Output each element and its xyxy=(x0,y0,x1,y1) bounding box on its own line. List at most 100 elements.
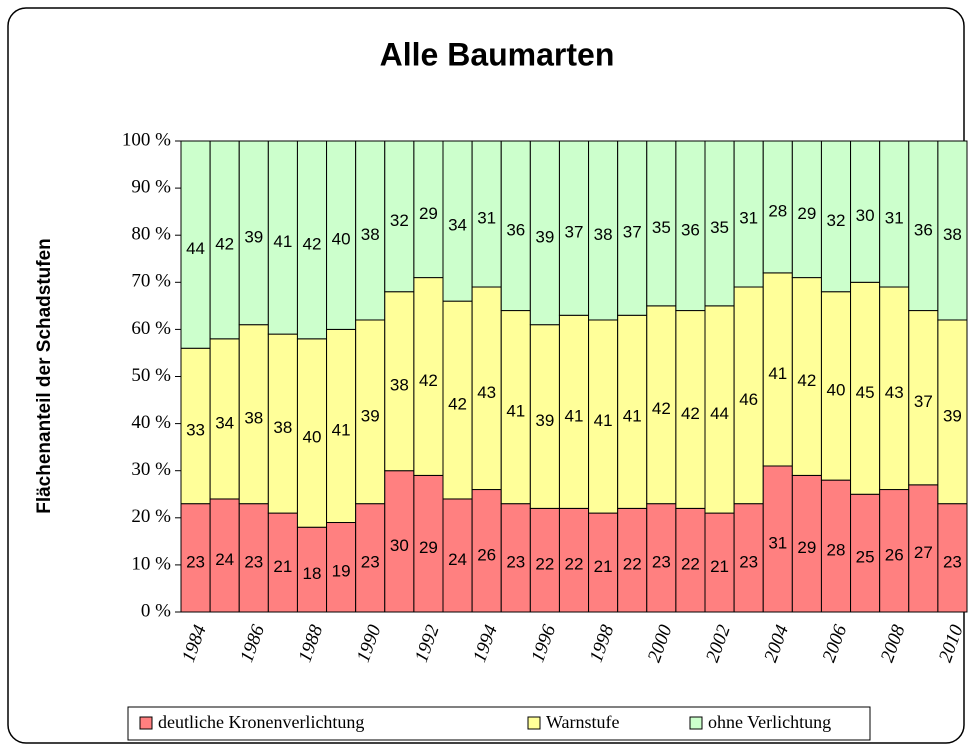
data-label: 41 xyxy=(506,402,525,421)
data-label: 23 xyxy=(244,552,263,571)
data-label: 23 xyxy=(506,552,525,571)
data-label: 38 xyxy=(244,409,263,428)
bar-segment xyxy=(180,347,211,505)
data-label: 41 xyxy=(273,232,292,251)
data-label: 29 xyxy=(797,538,816,557)
data-label: 44 xyxy=(710,404,729,423)
bar-segment xyxy=(820,291,852,481)
data-label: 19 xyxy=(332,562,351,581)
data-label: 41 xyxy=(565,406,584,425)
legend-label: deutliche Kronenverlichtung xyxy=(158,712,364,732)
bar-segment xyxy=(937,140,968,321)
data-label: 22 xyxy=(565,555,584,574)
bar-segment xyxy=(558,314,590,509)
data-label: 37 xyxy=(565,223,584,242)
data-label: 33 xyxy=(186,420,205,439)
data-label: 42 xyxy=(215,234,234,253)
data-label: 26 xyxy=(885,545,904,564)
bar-segment xyxy=(588,140,619,321)
data-label: 41 xyxy=(768,364,787,383)
y-tick-label: 90 % xyxy=(131,176,171,197)
bar-segment xyxy=(879,140,910,288)
bar-segment xyxy=(529,140,560,326)
data-label: 31 xyxy=(885,208,904,227)
data-label: 21 xyxy=(594,557,613,576)
y-tick-label: 20 % xyxy=(131,506,171,527)
bar-segment xyxy=(384,140,415,293)
bar-segment xyxy=(675,310,706,509)
bar-segment xyxy=(529,324,560,509)
bar-segment xyxy=(733,286,764,505)
bar-segment xyxy=(500,503,531,613)
bar-segment xyxy=(675,140,706,312)
data-label: 41 xyxy=(594,411,613,430)
bar-segment xyxy=(646,305,677,505)
bar-segment xyxy=(267,140,298,335)
data-label: 40 xyxy=(332,230,351,249)
bar-segment xyxy=(238,324,269,505)
data-label: 28 xyxy=(827,541,846,560)
bar-segment xyxy=(238,140,269,326)
data-label: 30 xyxy=(390,536,409,555)
data-label: 21 xyxy=(273,557,292,576)
bar-segment xyxy=(267,333,298,514)
bar-segment xyxy=(238,503,269,613)
data-label: 22 xyxy=(535,555,554,574)
data-label: 23 xyxy=(186,552,205,571)
data-label: 28 xyxy=(768,201,787,220)
data-label: 35 xyxy=(710,218,729,237)
legend-box xyxy=(127,706,871,741)
data-label: 37 xyxy=(914,392,933,411)
bar-segment xyxy=(588,319,619,514)
data-label: 32 xyxy=(827,211,846,230)
bar-segment xyxy=(908,484,939,613)
data-label: 38 xyxy=(361,225,380,244)
bar-segment xyxy=(471,489,502,613)
data-label: 31 xyxy=(739,208,758,227)
y-tick-label: 70 % xyxy=(131,271,171,292)
bar-segment xyxy=(646,140,677,307)
data-label: 40 xyxy=(827,380,846,399)
data-label: 34 xyxy=(448,216,467,235)
bar-segment xyxy=(267,512,298,613)
bar-segment xyxy=(791,140,822,279)
bar-segment xyxy=(471,286,502,491)
data-label: 31 xyxy=(768,533,787,552)
data-label: 39 xyxy=(361,406,380,425)
data-label: 29 xyxy=(797,204,816,223)
bar-segment xyxy=(355,140,386,321)
bar-segment xyxy=(326,522,357,613)
bar-segment xyxy=(209,140,240,340)
data-label: 42 xyxy=(419,371,438,390)
bar-segment xyxy=(791,474,822,613)
data-label: 38 xyxy=(594,225,613,244)
data-label: 38 xyxy=(390,376,409,395)
data-label: 45 xyxy=(856,383,875,402)
bar-segment xyxy=(442,498,473,613)
bar-segment xyxy=(762,140,793,274)
legend-swatch xyxy=(527,716,541,730)
bar-segment xyxy=(384,470,415,613)
data-label: 36 xyxy=(914,220,933,239)
bar-segment xyxy=(442,140,473,302)
y-tick-label: 80 % xyxy=(131,224,171,245)
data-label: 43 xyxy=(885,383,904,402)
y-tick-label: 10 % xyxy=(131,553,171,574)
data-label: 18 xyxy=(303,564,322,583)
bar-segment xyxy=(879,286,910,491)
data-label: 34 xyxy=(215,413,234,432)
y-tick-label: 40 % xyxy=(131,412,171,433)
data-label: 23 xyxy=(739,552,758,571)
data-label: 31 xyxy=(477,208,496,227)
bar-segment xyxy=(850,493,881,613)
y-tick-label: 30 % xyxy=(131,459,171,480)
data-label: 42 xyxy=(681,404,700,423)
bar-segment xyxy=(209,338,240,500)
chart-title: Alle Baumarten xyxy=(380,36,615,72)
y-tick-label: 50 % xyxy=(131,365,171,386)
data-label: 42 xyxy=(797,371,816,390)
data-label: 41 xyxy=(332,420,351,439)
data-label: 46 xyxy=(739,390,758,409)
data-label: 27 xyxy=(914,543,933,562)
